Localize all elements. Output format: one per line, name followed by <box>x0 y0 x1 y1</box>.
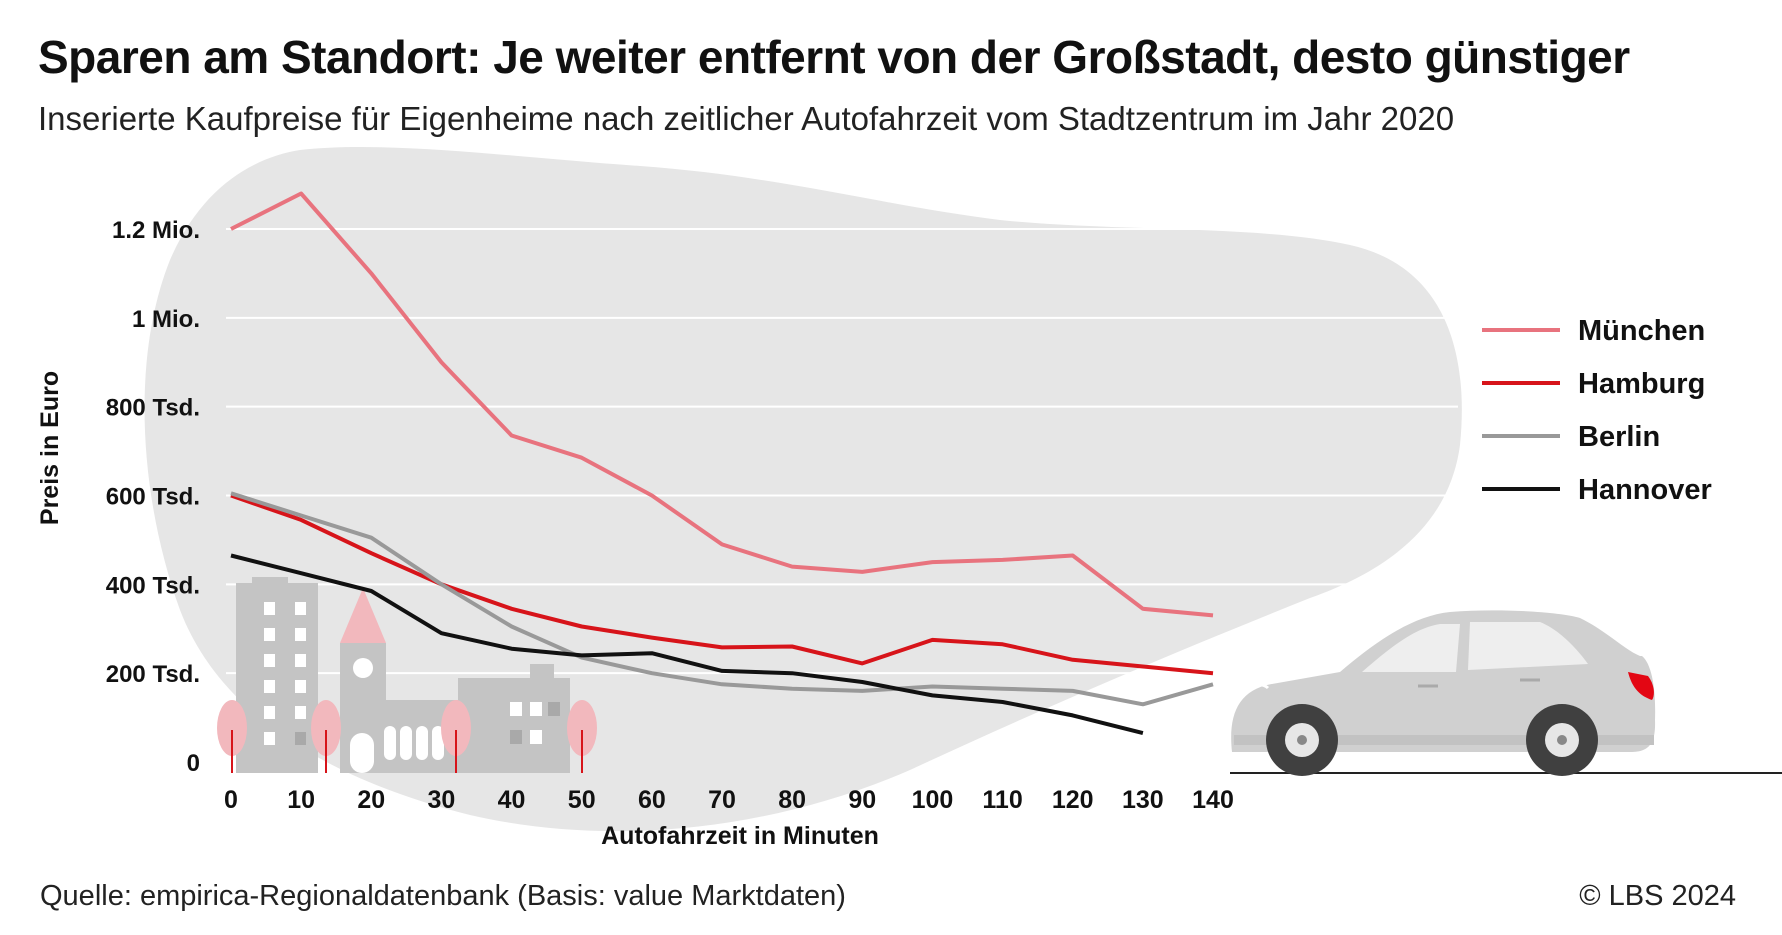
x-tick-label: 40 <box>498 786 526 814</box>
x-tick-label: 70 <box>708 786 736 814</box>
y-axis: 0 200 Tsd. 400 Tsd. 600 Tsd. 800 Tsd. 1 Mio. 1… <box>106 217 200 777</box>
chart-title: Sparen am Standort: Je weiter entfernt v… <box>38 31 1630 83</box>
source-note: Quelle: empirica-Regionaldatenbank (Basi… <box>40 880 846 912</box>
legend-label: Berlin <box>1578 421 1660 453</box>
x-tick-label: 60 <box>638 786 666 814</box>
x-tick-label: 30 <box>428 786 456 814</box>
y-tick-label: 1.2 Mio. <box>112 217 200 244</box>
y-tick-label: 800 Tsd. <box>106 395 200 422</box>
series-line-0 <box>230 191 1214 618</box>
series-line-1 <box>230 493 1214 676</box>
city-skyline-icon <box>217 577 597 773</box>
x-tick-label: 50 <box>568 786 596 814</box>
y-axis-label: Preis in Euro <box>36 371 64 525</box>
x-tick-label: 80 <box>778 786 806 814</box>
y-tick-label: 1 Mio. <box>132 306 200 333</box>
series-lines <box>230 191 1214 736</box>
series-line-3 <box>230 553 1144 736</box>
x-axis-label: Autofahrzeit in Minuten <box>601 822 879 850</box>
y-tick-label: 0 <box>187 750 200 777</box>
grid-lines <box>226 228 1458 675</box>
y-tick-label: 400 Tsd. <box>106 572 200 599</box>
x-tick-label: 100 <box>912 786 954 814</box>
x-tick-label: 140 <box>1192 786 1234 814</box>
x-tick-label: 130 <box>1122 786 1164 814</box>
legend-label: Hannover <box>1578 474 1712 506</box>
x-tick-label: 0 <box>224 786 238 814</box>
x-tick-label: 110 <box>982 786 1022 814</box>
chart-subtitle: Inserierte Kaufpreise für Eigenheime nac… <box>38 100 1455 137</box>
legend-label: München <box>1578 315 1705 347</box>
legend-label: Hamburg <box>1578 368 1705 400</box>
x-tick-label: 10 <box>287 786 315 814</box>
x-tick-label: 120 <box>1052 786 1094 814</box>
legend: München Hamburg Berlin Hannover <box>1482 315 1712 506</box>
copyright-note: © LBS 2024 <box>1579 880 1736 912</box>
x-tick-label: 20 <box>357 786 385 814</box>
car-icon <box>1231 610 1656 776</box>
y-tick-label: 200 Tsd. <box>106 661 200 688</box>
x-axis: 0 10 20 30 40 50 60 70 80 90 100 110 120 130 140 <box>224 786 1234 814</box>
y-tick-label: 600 Tsd. <box>106 484 200 511</box>
series-line-2 <box>230 491 1214 707</box>
x-tick-label: 90 <box>848 786 876 814</box>
